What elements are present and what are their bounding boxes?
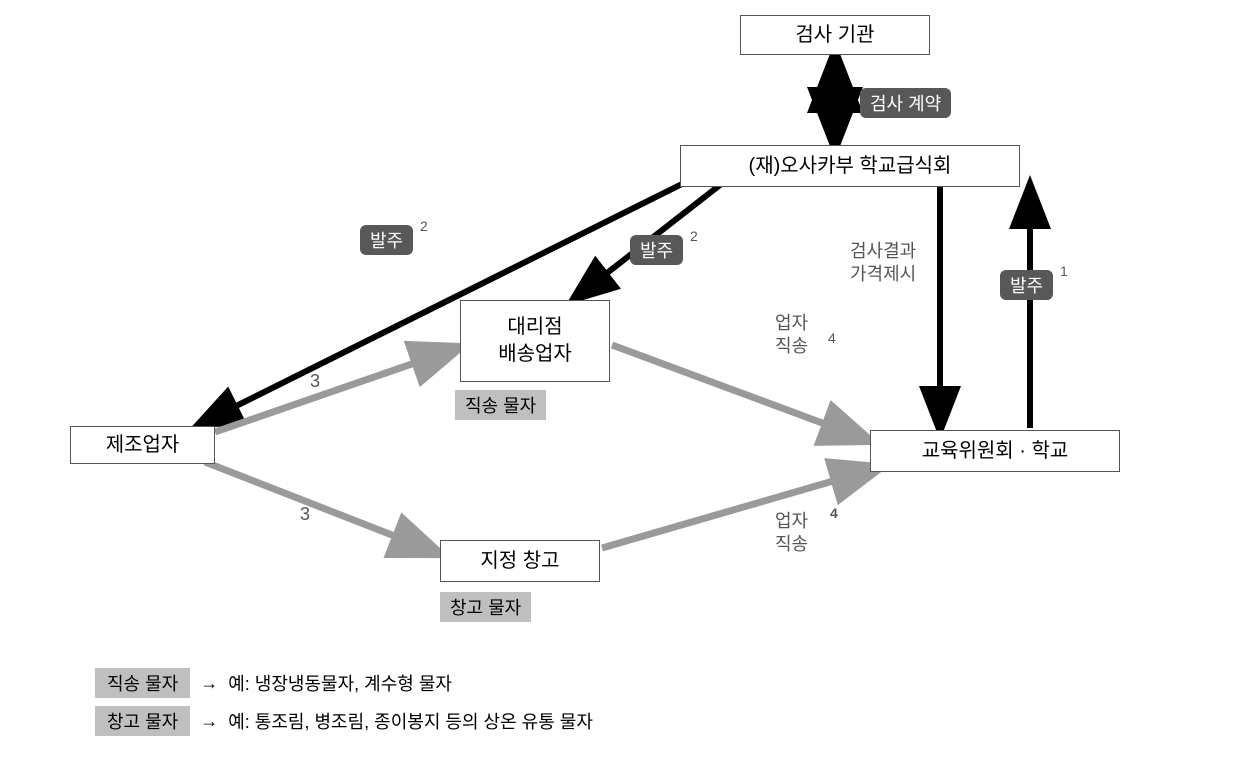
sup-direct-lower: 4 xyxy=(830,505,838,521)
badge-order-left: 발주 xyxy=(360,225,413,255)
direct-lower-l2: 직송 xyxy=(775,534,808,554)
sup-order-mid: 2 xyxy=(690,228,698,244)
label-result-price: 검사결과 가격제시 xyxy=(850,240,916,285)
node-school-board: 교육위원회 · 학교 xyxy=(870,430,1120,472)
node-osaka-foundation: (재)오사카부 학교급식회 xyxy=(680,145,1020,187)
direct-upper-l2: 직송 xyxy=(775,336,808,356)
result-line1: 검사결과 xyxy=(850,241,916,261)
agent-line1: 대리점 xyxy=(507,314,562,341)
legend-arrow-1: → xyxy=(200,673,218,694)
node-inspection-agency: 검사 기관 xyxy=(740,15,930,55)
legend-box-2: 창고 물자 xyxy=(95,706,190,736)
legend-row-1: 직송 물자 → 예: 냉장냉동물자, 계수형 물자 xyxy=(95,668,452,698)
label-direct-upper: 업자 직송 xyxy=(775,312,808,357)
node-agent-delivery: 대리점 배송업자 xyxy=(460,300,610,382)
badge-warehouse-goods: 창고 물자 xyxy=(440,592,531,622)
diagram-canvas: 검사 기관 (재)오사카부 학교급식회 대리점 배송업자 제조업자 지정 창고 … xyxy=(0,0,1245,762)
label-3-lower: 3 xyxy=(300,503,310,526)
legend-arrow-2: → xyxy=(200,711,218,732)
node-warehouse: 지정 창고 xyxy=(440,540,600,582)
legend-text-1: 예: 냉장냉동물자, 계수형 물자 xyxy=(228,670,452,696)
direct-upper-l1: 업자 xyxy=(775,313,808,333)
result-line2: 가격제시 xyxy=(850,264,916,284)
sup-direct-upper: 4 xyxy=(828,330,836,346)
legend-box-1: 직송 물자 xyxy=(95,668,190,698)
badge-order-mid: 발주 xyxy=(630,235,683,265)
sup-order-left: 2 xyxy=(420,218,428,234)
badge-order-right: 발주 xyxy=(1000,270,1053,300)
edges-layer xyxy=(0,0,1245,762)
agent-line2: 배송업자 xyxy=(498,341,572,368)
direct-lower-l1: 업자 xyxy=(775,511,808,531)
label-3-upper: 3 xyxy=(310,370,320,393)
label-direct-lower: 업자 직송 xyxy=(775,510,808,555)
badge-direct-goods: 직송 물자 xyxy=(455,390,546,420)
legend-text-2: 예: 통조림, 병조림, 종이봉지 등의 상온 유통 물자 xyxy=(228,708,593,734)
badge-inspection-contract: 검사 계약 xyxy=(860,88,951,118)
sup-order-right: 1 xyxy=(1060,263,1068,279)
legend-row-2: 창고 물자 → 예: 통조림, 병조림, 종이봉지 등의 상온 유통 물자 xyxy=(95,706,593,736)
node-manufacturer: 제조업자 xyxy=(70,426,215,464)
